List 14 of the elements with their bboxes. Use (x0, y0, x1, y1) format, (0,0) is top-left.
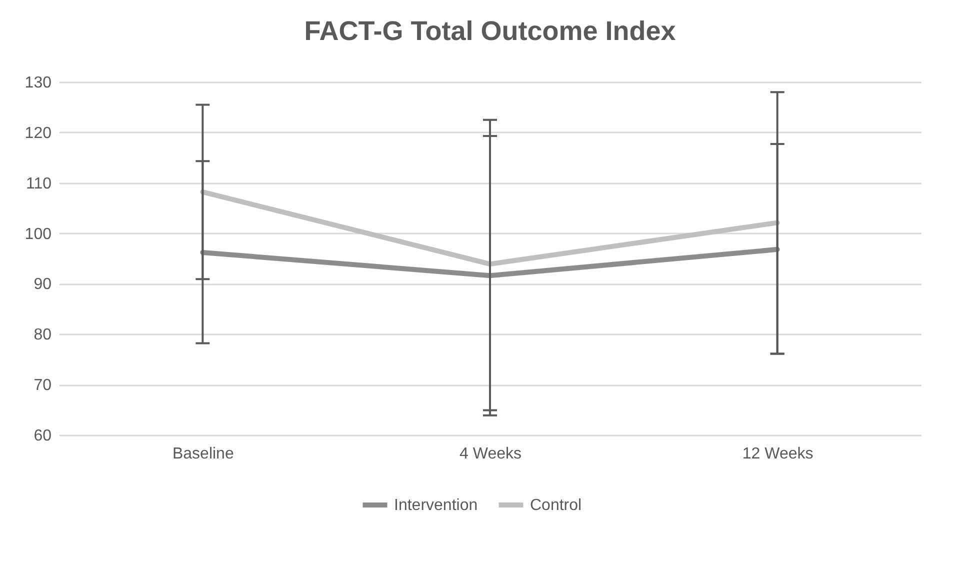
x-tick-label: 12 Weeks (742, 446, 814, 462)
x-tick-label: Baseline (172, 446, 234, 462)
y-tick-label: 80 (34, 326, 52, 344)
y-tick-label: 100 (24, 226, 52, 243)
legend-label: Control (530, 497, 582, 514)
y-tick-label: 130 (24, 74, 52, 92)
x-tick-label: 4 Weeks (460, 446, 522, 462)
chart-title: FACT-G Total Outcome Index (304, 16, 676, 46)
y-tick-label: 120 (24, 124, 52, 142)
y-tick-label: 110 (26, 175, 52, 192)
legend-label: Intervention (394, 497, 478, 514)
y-tick-label: 90 (34, 276, 52, 294)
y-tick-label: 60 (34, 428, 52, 444)
y-tick-label: 70 (34, 377, 52, 394)
